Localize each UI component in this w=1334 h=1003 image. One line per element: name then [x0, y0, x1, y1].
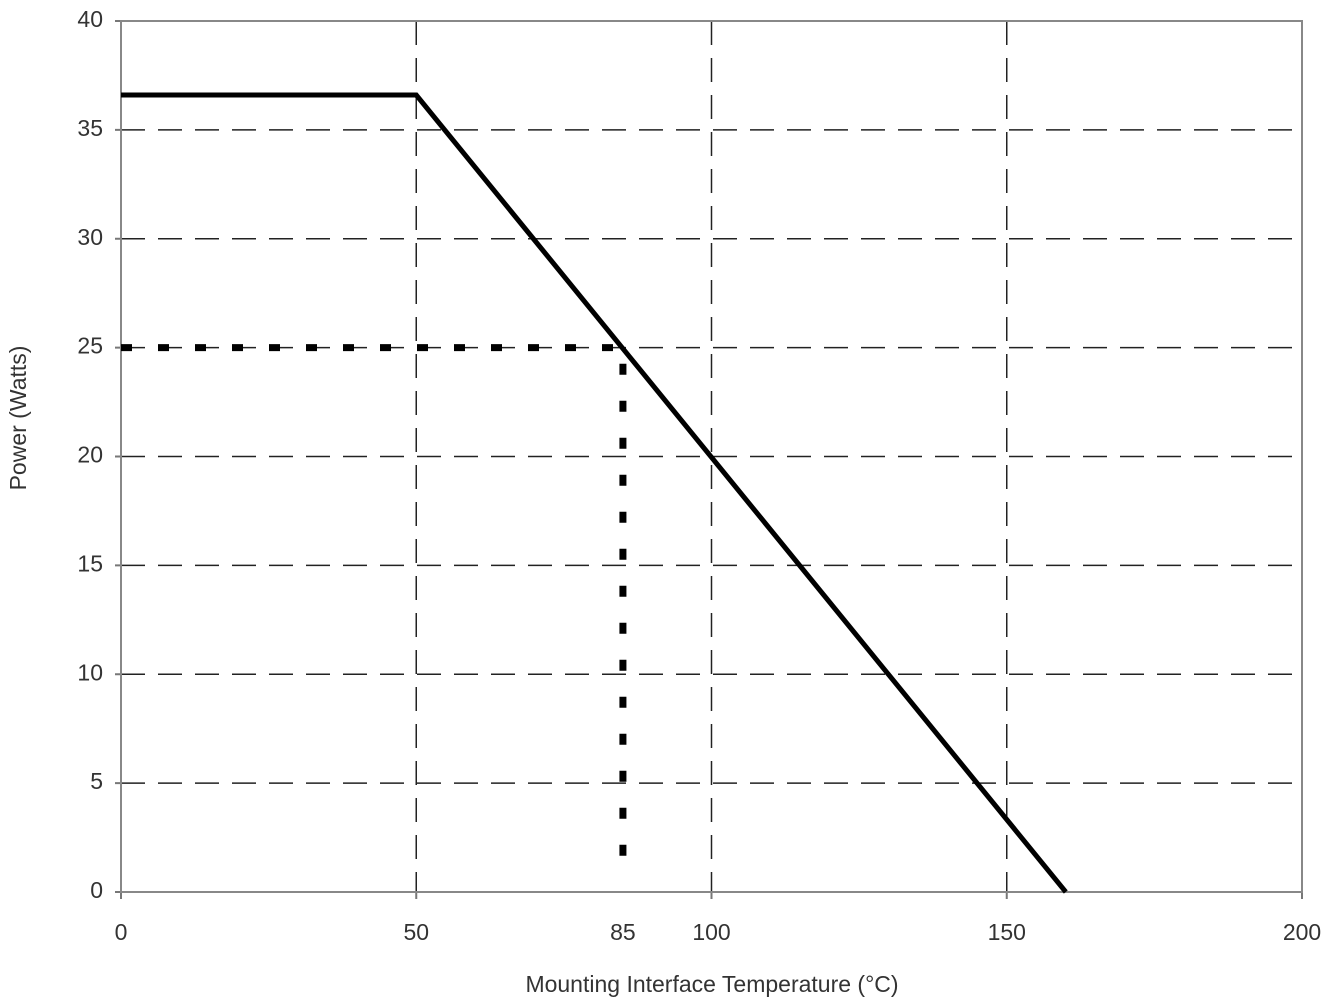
y-tick-label: 5: [90, 768, 103, 794]
y-tick-label: 15: [77, 550, 103, 576]
y-tick-label: 40: [77, 6, 103, 32]
y-axis-label: Power (Watts): [5, 346, 31, 491]
y-tick-label: 10: [77, 659, 103, 685]
x-tick-label: 150: [988, 919, 1026, 945]
plot-frame: [120, 20, 1303, 893]
series-line: [121, 344, 627, 882]
series-line: [121, 92, 1068, 894]
x-tick-label: 100: [692, 919, 730, 945]
y-tick-label: 0: [90, 877, 103, 903]
annotation: 85: [610, 919, 636, 945]
x-axis-label: Mounting Interface Temperature (°C): [525, 971, 898, 997]
x-tick-label: 200: [1283, 919, 1321, 945]
y-tick-label: 35: [77, 115, 103, 141]
y-tick-label: 20: [77, 442, 103, 468]
y-tick-label: 30: [77, 224, 103, 250]
y-tick-label: 25: [77, 333, 103, 359]
x-tick-label: 50: [403, 919, 429, 945]
x-tick-label: 0: [115, 919, 128, 945]
